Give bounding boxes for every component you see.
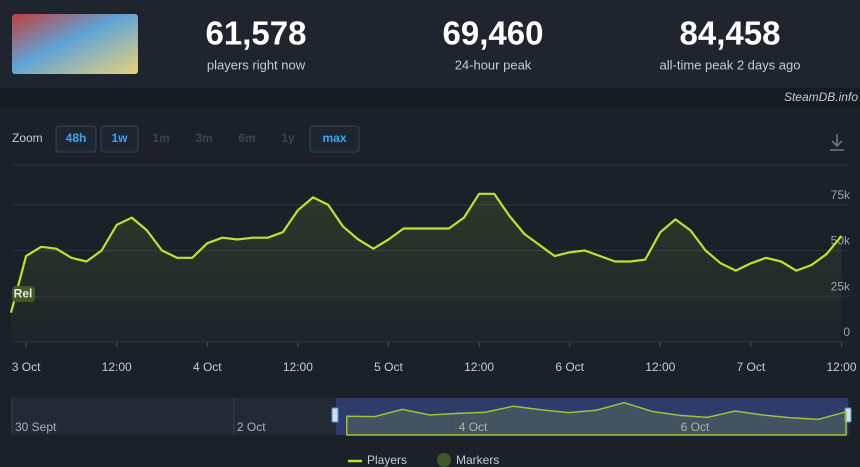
x-tick-label: 4 Oct	[193, 360, 222, 374]
zoom-option[interactable]: 6m	[238, 131, 255, 145]
zoom-option[interactable]: 1m	[152, 131, 169, 145]
x-tick-label: 5 Oct	[374, 360, 403, 374]
navigator-label: 4 Oct	[459, 420, 488, 434]
x-tick-label: 12:00	[283, 360, 313, 374]
x-tick-label: 3 Oct	[12, 360, 41, 374]
stat-value: 84,458	[680, 15, 781, 52]
legend-label[interactable]: Players	[367, 453, 407, 467]
legend-marker	[437, 453, 451, 467]
area-fill	[11, 193, 842, 342]
source: SteamDB.info	[784, 90, 858, 104]
y-tick-label: 75k	[831, 188, 851, 202]
area	[346, 401, 847, 436]
x-tick-label: 7 Oct	[737, 360, 766, 374]
navigator-selection[interactable]	[336, 398, 848, 435]
navigator-label: 2 Oct	[237, 420, 266, 434]
stat-value: 61,578	[206, 15, 307, 52]
stats-bar	[0, 0, 860, 88]
x-tick-label: 6 Oct	[555, 360, 584, 374]
marker	[12, 286, 35, 302]
x-tick-label: 12:00	[826, 360, 856, 374]
download-icon[interactable]	[830, 134, 844, 151]
stat-value: 69,460	[443, 15, 544, 52]
zoom-button[interactable]	[100, 125, 139, 153]
zoom-buttons: 48h 1w 1m 3m 6m 1y max	[55, 125, 360, 153]
zoom-option[interactable]: max	[322, 131, 346, 145]
x-tick-label: 12:00	[102, 360, 132, 374]
stat-label: all-time peak 2 days ago	[660, 57, 801, 72]
game-image	[12, 14, 138, 74]
zoom-button[interactable]	[309, 125, 360, 153]
legend-label[interactable]: Markers	[456, 453, 499, 467]
zoom-option[interactable]: 1w	[111, 131, 128, 145]
x-tick-label: 12:00	[464, 360, 494, 374]
zoom-label: Zoom	[12, 131, 43, 145]
navigator-label: 6 Oct	[681, 420, 710, 434]
line	[9, 192, 843, 313]
zoom-option[interactable]: 3m	[195, 131, 212, 145]
stat-label: players right now	[207, 57, 306, 72]
stat-label: 24-hour peak	[455, 57, 532, 72]
zoom-option[interactable]: 48h	[66, 131, 87, 145]
zoom-option[interactable]: 1y	[281, 131, 295, 145]
navigator-label: 30 Sept	[15, 420, 57, 434]
x-tick-label: 12:00	[645, 360, 675, 374]
zoom-button[interactable]	[55, 125, 97, 153]
source-bar	[0, 88, 860, 108]
y-tick-label: 0	[843, 325, 850, 339]
marker-label: Rel	[14, 287, 33, 301]
navigator-handle[interactable]	[331, 407, 339, 423]
